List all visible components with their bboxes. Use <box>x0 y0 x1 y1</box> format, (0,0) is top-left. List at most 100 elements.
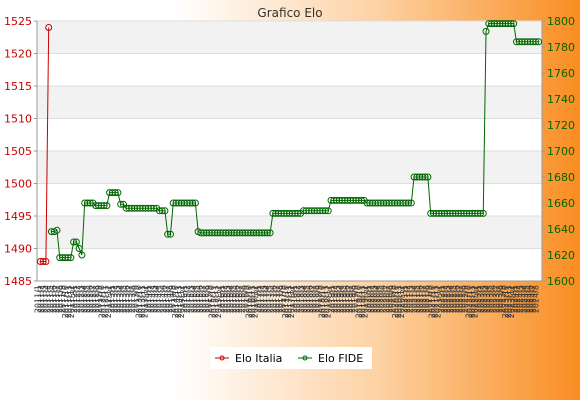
elo-italia-line <box>40 27 50 262</box>
x-tick-label: 2011/7 <box>52 285 61 313</box>
right-tick-label: 1600 <box>547 275 575 288</box>
x-tick-label: 2018/12 <box>324 285 333 318</box>
x-tick-label: 2016/10 <box>244 285 253 318</box>
x-tick-label: 2014/8 <box>165 285 174 313</box>
x-tick-label: 2022/2 <box>440 285 449 313</box>
x-tick-label: 2014/5 <box>156 285 165 313</box>
x-tick-label: 2023/3 <box>480 285 489 313</box>
x-tick-label: 2013/6 <box>122 285 131 313</box>
x-tick-label: 2019/10 <box>354 285 363 318</box>
x-tick-label: 2014/3 <box>150 285 159 313</box>
elo-fide-point <box>476 209 484 217</box>
x-tick-label: 2017/10 <box>281 285 290 318</box>
elo-fide-point <box>78 251 86 259</box>
x-tick-label: 2014/9 <box>168 285 177 313</box>
x-tick-label: 2017/2 <box>257 285 266 313</box>
x-tick-label: 2014/6 <box>159 285 168 313</box>
elo-fide-point <box>70 238 78 246</box>
x-tick-label: 2018/7 <box>308 285 317 313</box>
left-tick-label: 1510 <box>4 113 32 126</box>
x-tick-label: 2018/5 <box>302 285 311 313</box>
elo-fide-point <box>86 199 94 207</box>
grid-band <box>37 216 542 249</box>
x-tick-label: 2018/1 <box>290 285 299 313</box>
x-tick-label: 2016/8 <box>238 285 247 313</box>
x-tick-label: 2019/12 <box>360 285 369 318</box>
x-tick-label: 2014/4 <box>153 285 162 313</box>
x-tick-label: 2018/8 <box>312 285 321 313</box>
x-tick-label: 2020/8 <box>385 285 394 313</box>
x-tick-label: 2012/3 <box>76 285 85 313</box>
x-tick-label: 2015/3 <box>186 285 195 313</box>
right-tick-label: 1740 <box>547 93 575 106</box>
elo-fide-point <box>189 199 197 207</box>
x-tick-label: 2018/10 <box>318 285 327 318</box>
legend-marker-elo-italia <box>219 355 225 361</box>
x-tick-label: 2016/4 <box>226 285 235 313</box>
plot-bands <box>37 20 542 282</box>
x-tick-label: 2016/5 <box>229 285 238 313</box>
left-tick-label: 1485 <box>4 275 32 288</box>
grid-band <box>37 151 542 184</box>
elo-fide-point <box>64 254 72 262</box>
x-tick-label: 2015/10 <box>208 285 217 318</box>
left-tick-label: 1490 <box>4 243 32 256</box>
right-tick-label: 1640 <box>547 223 575 236</box>
chart-title: Grafico Elo <box>257 6 322 20</box>
x-tick-label: 2023/5 <box>486 285 495 313</box>
x-tick-label: 2021/4 <box>409 285 418 313</box>
elo-fide-point <box>482 27 490 35</box>
left-tick-label: 1520 <box>4 48 32 61</box>
x-tick-label: 2011/11 <box>64 285 73 318</box>
x-tick-label: 2012/9 <box>95 285 104 313</box>
elo-fide-point <box>405 199 413 207</box>
x-tick-label: 2021/1 <box>400 285 409 313</box>
x-tick-label: 2012/6 <box>85 285 94 313</box>
x-tick-label: 2019/6 <box>342 285 351 313</box>
left-tick-label: 1500 <box>4 178 32 191</box>
elo-fide-point <box>117 200 125 208</box>
x-tick-label: 2015/5 <box>192 285 201 313</box>
left-tick-label: 1495 <box>4 210 32 223</box>
x-tick-label: 2014/11 <box>174 285 183 318</box>
x-tick-label: 2019/2 <box>330 285 339 313</box>
x-tick-label: 2017/4 <box>263 285 272 313</box>
elo-fide-point <box>507 20 515 28</box>
elo-fide-point <box>114 189 122 197</box>
x-tick-label: 2012/2 <box>73 285 82 313</box>
x-tick-label: 2023/4 <box>483 285 492 313</box>
x-tick-label: 2024/1 <box>510 285 519 313</box>
x-tick-label: 2022/12 <box>470 285 479 318</box>
x-tick-label: 2022/9 <box>461 285 470 313</box>
x-tick-label: 2023/9 <box>498 285 507 313</box>
elo-fide-point <box>103 202 111 210</box>
x-tick-label: 2013/9 <box>131 285 140 313</box>
x-tick-label: 2023/12 <box>507 285 516 318</box>
x-tick-label: 2011/8 <box>55 285 64 313</box>
right-tick-label: 1660 <box>547 197 575 210</box>
legend-label-elo-italia: Elo Italia <box>235 352 282 365</box>
x-tick-label: 2011/5 <box>46 285 55 313</box>
x-tick-label: 2012/8 <box>92 285 101 313</box>
x-tick-label: 2015/2 <box>183 285 192 313</box>
left-tick-label: 1515 <box>4 80 32 93</box>
x-tick-label: 2013/12 <box>140 285 149 318</box>
elo-fide-point <box>535 38 543 46</box>
x-tick-label: 2020/3 <box>370 285 379 313</box>
x-tick-label: 2024/4 <box>519 285 528 313</box>
x-tick-label: 2020/1 <box>363 285 372 313</box>
elo-italia-point <box>39 258 47 265</box>
elo-fide-point <box>166 230 174 238</box>
x-tick-label: 2019/5 <box>339 285 348 313</box>
x-tick-label: 2018/2 <box>293 285 302 313</box>
elo-fide-point <box>67 254 75 262</box>
x-tick-label: 2015/7 <box>198 285 207 313</box>
x-tick-label: 2014/2 <box>147 285 156 313</box>
elo-fide-point <box>150 204 158 212</box>
x-tick-label: 2017/1 <box>253 285 262 313</box>
x-tick-label: 2011/3 <box>40 285 49 313</box>
x-tick-label: 2021/6 <box>415 285 424 313</box>
x-tick-label: 2019/7 <box>345 285 354 313</box>
x-tick-label: 2015/6 <box>195 285 204 313</box>
